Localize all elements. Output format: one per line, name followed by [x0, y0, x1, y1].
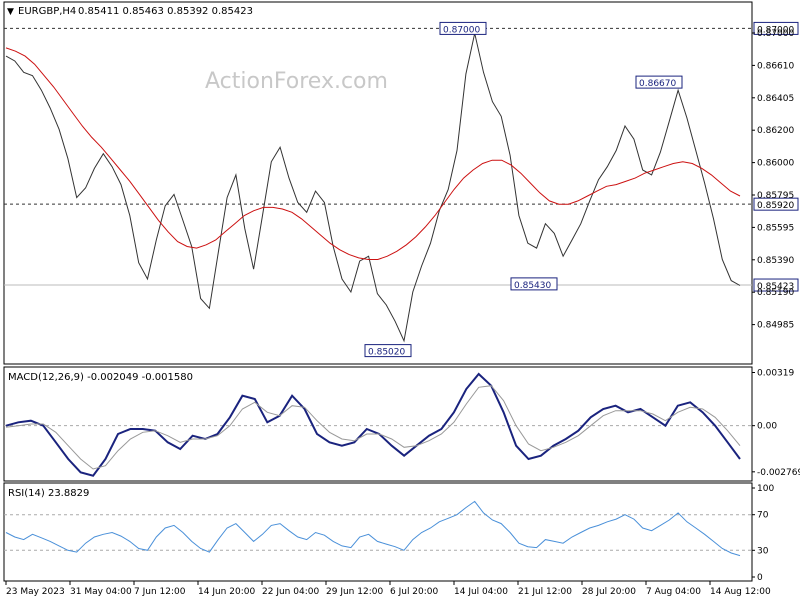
x-tick-label: 29 Jun 12:00 — [326, 587, 383, 597]
y-tick-label: 0.85390 — [757, 256, 794, 266]
y-tick-label: 70 — [757, 511, 769, 521]
price-panel-frame — [3, 1, 753, 365]
y-tick-label: 0.84985 — [757, 321, 794, 331]
x-tick-label: 23 May 2023 — [6, 587, 65, 597]
macd-panel-frame — [3, 366, 753, 482]
annotation-label: 0.86670 — [639, 79, 676, 89]
price-level-box — [753, 278, 799, 292]
annotation-label: 0.85020 — [368, 348, 405, 358]
series-line — [5, 372, 741, 477]
y-tick-label: 0.86610 — [757, 61, 794, 71]
price-level-label: 0.85920 — [757, 201, 794, 211]
y-tick-label: 0.85795 — [757, 191, 794, 201]
y-tick-label: -0.002769 — [757, 468, 800, 478]
x-tick-label: 21 Jul 12:00 — [518, 587, 572, 597]
macd-series-group — [5, 372, 741, 477]
series-line — [5, 385, 741, 470]
annotation-box — [510, 277, 558, 291]
series-line — [5, 500, 741, 557]
annotation-label: 0.87000 — [443, 25, 480, 35]
ohlc-readout: 0.85411 0.85463 0.85392 0.85423 — [78, 6, 253, 17]
y-tick-label: 0.85190 — [757, 288, 794, 298]
y-tick-label: 0.00 — [757, 422, 777, 432]
x-tick-label: 31 May 04:00 — [70, 587, 132, 597]
price-level-label: 0.87000 — [757, 25, 794, 35]
time-axis: 23 May 2023 31 May 04:00 7 Jun 12:00 14 Jun… — [5, 581, 771, 597]
watermark: ActionForex.com — [205, 69, 388, 94]
x-tick-label: 22 Jun 04:00 — [262, 587, 319, 597]
x-tick-label: 14 Aug 12:00 — [710, 587, 771, 597]
y-tick-label: 0.86000 — [757, 159, 794, 169]
annotation-box — [439, 21, 487, 35]
price-annotations: 0.87000 0.86670 0.85430 0.85020 — [364, 21, 683, 358]
price-level-lines: 0.87000 0.85920 0.85423 — [4, 21, 799, 292]
x-tick-label: 14 Jun 20:00 — [198, 587, 255, 597]
x-tick-label: 6 Jul 20:00 — [390, 587, 439, 597]
series-line — [5, 33, 741, 343]
y-tick-label: 0.85595 — [757, 223, 794, 233]
price-axis: 0.87000 0.86610 0.86405 0.86200 0.86000 0.857… — [752, 29, 794, 331]
menu-arrow-icon[interactable]: ▼ — [7, 7, 14, 17]
annotation-box — [635, 75, 683, 89]
y-tick-label: 0.00319 — [757, 369, 794, 379]
rsi-reference-lines — [4, 514, 752, 551]
price-level-label: 0.85423 — [757, 282, 794, 292]
y-tick-label: 0 — [757, 573, 763, 583]
y-tick-label: 100 — [757, 484, 774, 494]
x-tick-label: 7 Aug 04:00 — [646, 587, 701, 597]
macd-label: MACD(12,26,9) -0.002049 -0.001580 — [8, 372, 193, 383]
y-tick-label: 0.87000 — [757, 29, 794, 39]
price-level-box — [753, 197, 799, 211]
series-line — [5, 47, 741, 260]
rsi-axis: 100 70 30 0 — [752, 484, 774, 583]
price-level-box — [753, 21, 799, 35]
annotation-label: 0.85430 — [514, 281, 551, 291]
y-tick-label: 0.86200 — [757, 126, 794, 136]
rsi-label: RSI(14) 23.8829 — [8, 488, 89, 499]
annotation-box — [364, 344, 412, 358]
symbol-label: EURGBP,H4 — [18, 6, 76, 17]
rsi-panel-frame — [3, 482, 753, 582]
rsi-series-group — [5, 500, 741, 557]
x-tick-label: 14 Jul 04:00 — [454, 587, 508, 597]
price-series-group — [5, 33, 741, 343]
y-tick-label: 0.86405 — [757, 94, 794, 104]
x-tick-label: 28 Jul 20:00 — [582, 587, 636, 597]
y-tick-label: 30 — [757, 546, 769, 556]
x-tick-label: 7 Jun 12:00 — [134, 587, 186, 597]
macd-axis: 0.00319 0.00 -0.002769 — [752, 369, 800, 478]
